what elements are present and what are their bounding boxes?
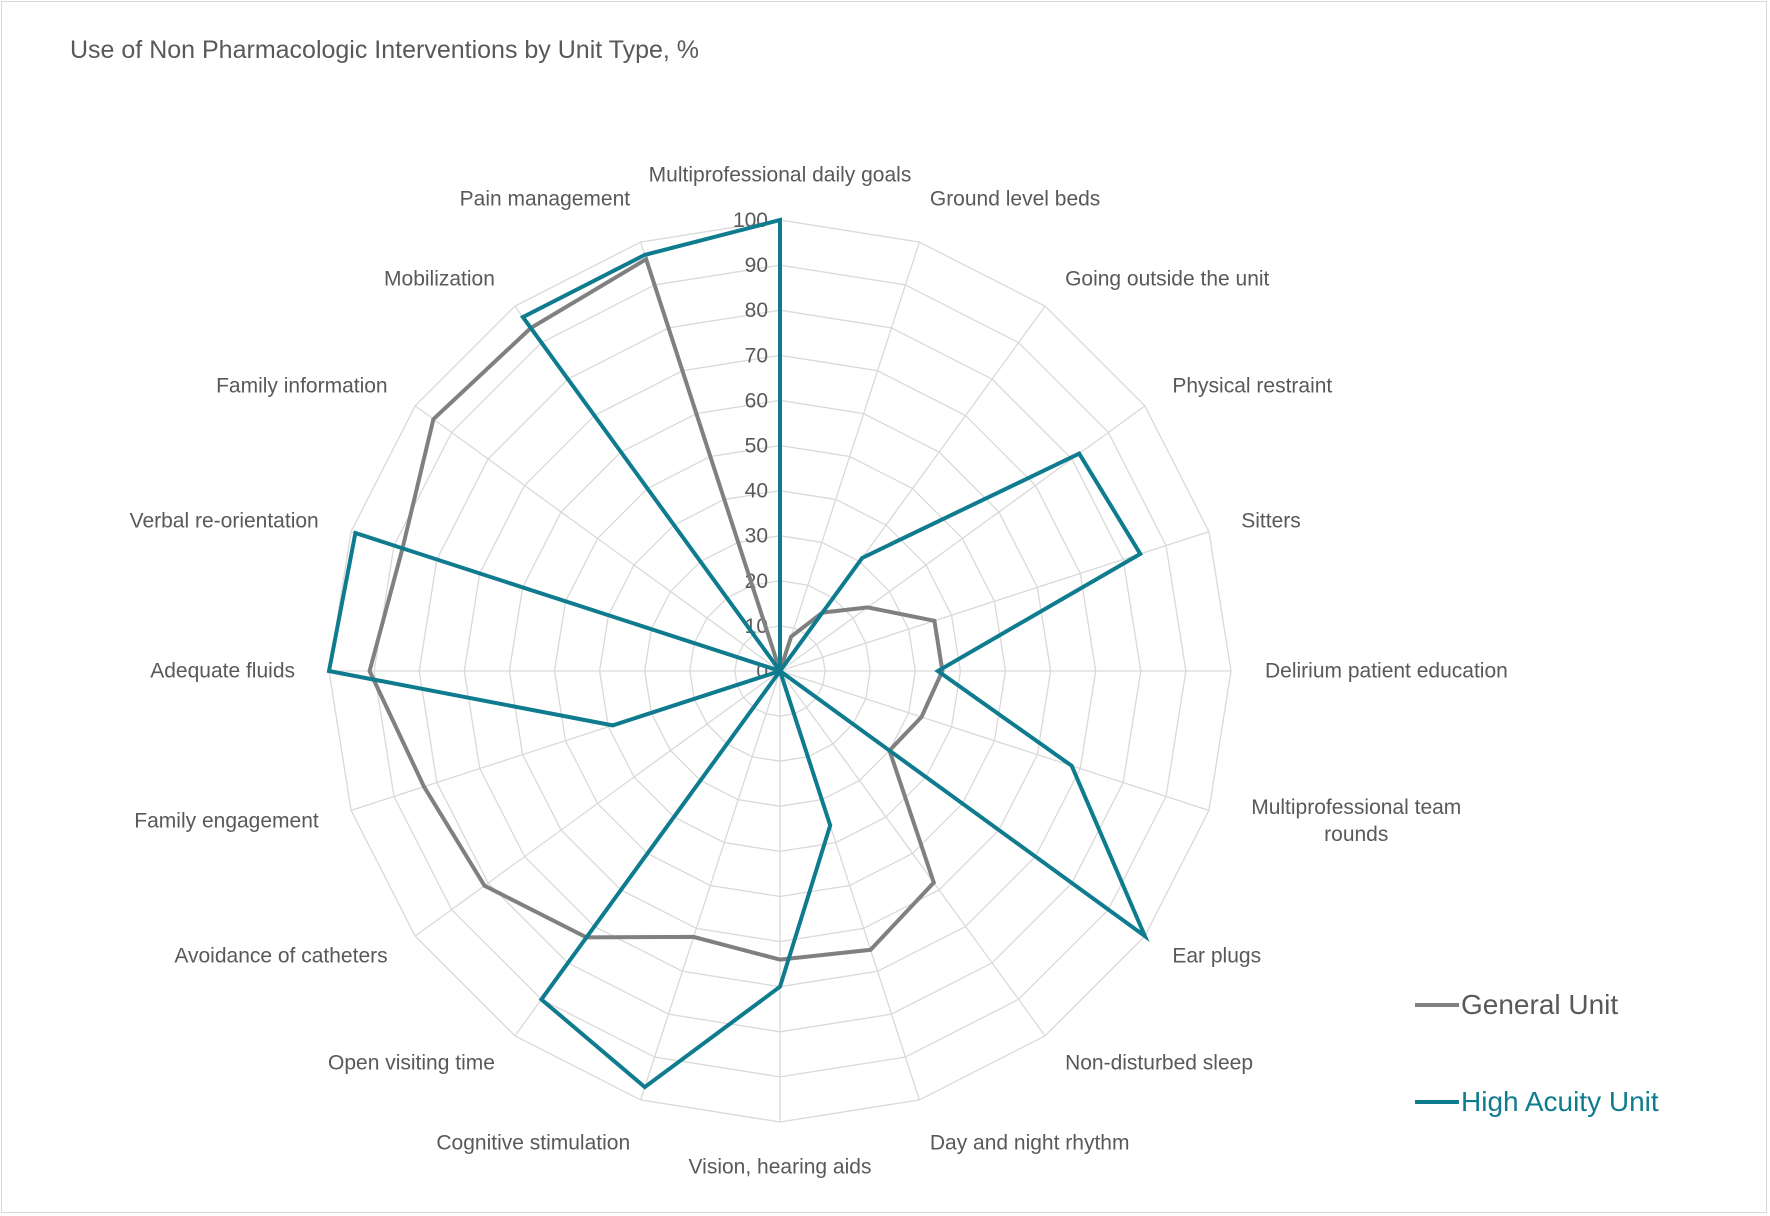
legend-label-high-acuity-unit: High Acuity Unit [1461, 1086, 1659, 1117]
category-label-multiprofessional-team-rounds: Multiprofessional team rounds [1251, 795, 1462, 846]
grid-spoke [414, 670, 781, 937]
axis-tick-label: 80 [745, 299, 768, 322]
category-label-ear-plugs: Ear plugs [1172, 944, 1262, 968]
category-label-family-information: Family information [216, 374, 388, 398]
axis-tick-label: 0 [756, 660, 768, 683]
axis-tick-label: 40 [745, 480, 768, 503]
radar-grid [328, 219, 1232, 1123]
series-line-high-acuity-unit [326, 217, 1150, 1090]
category-label-day-and-night-rhythm: Day and night rhythm [929, 1131, 1130, 1155]
category-label-pain-management: Pain management [459, 187, 631, 211]
grid-spoke [779, 670, 1210, 811]
category-label-going-outside-the-unit: Going outside the unit [1065, 267, 1270, 291]
category-label-open-visiting-time: Open visiting time [328, 1051, 495, 1075]
category-label-non-disturbed-sleep: Non-disturbed sleep [1065, 1051, 1254, 1075]
legend-item-general-unit: General Unit [1415, 985, 1618, 1025]
category-label-mobilization: Mobilization [384, 267, 495, 291]
grid-spoke [779, 405, 1146, 672]
legend-swatch-general-unit [1415, 1003, 1459, 1007]
axis-tick-label: 70 [745, 344, 768, 367]
chart-title: Use of Non Pharmacologic Interventions b… [70, 36, 700, 64]
radar-series [326, 217, 1150, 1090]
legend-swatch-high-acuity-unit [1415, 1100, 1459, 1104]
category-label-family-engagement: Family engagement [134, 809, 319, 833]
grid-spoke [414, 405, 781, 672]
legend-item-high-acuity-unit: High Acuity Unit [1415, 1082, 1659, 1122]
category-label-vision-hearing-aids: Vision, hearing aids [688, 1155, 872, 1179]
axis-tick-label: 90 [745, 254, 768, 277]
category-label-physical-restraint: Physical restraint [1172, 374, 1333, 398]
grid-spoke [779, 241, 920, 672]
category-label-delirium-patient-education: Delirium patient education [1265, 659, 1508, 683]
series-line-general-unit [367, 256, 945, 962]
category-label-cognitive-stimulation: Cognitive stimulation [436, 1131, 631, 1155]
category-label-multiprofessional-daily-goals: Multiprofessional daily goals [648, 163, 912, 187]
category-label-adequate-fluids: Adequate fluids [150, 659, 295, 683]
grid-spoke [779, 531, 1210, 672]
category-label-verbal-re-orientation: Verbal re-orientation [129, 509, 319, 533]
axis-tick-label: 50 [745, 435, 768, 458]
category-label-sitters: Sitters [1241, 509, 1301, 533]
grid-spoke [779, 670, 1046, 1037]
axis-tick-label: 30 [745, 525, 768, 548]
category-label-avoidance-of-catheters: Avoidance of catheters [174, 944, 388, 968]
grid-spoke [640, 670, 781, 1101]
axis-tick-label: 60 [745, 389, 768, 412]
category-label-ground-level-beds: Ground level beds [929, 187, 1101, 211]
legend-label-general-unit: General Unit [1461, 989, 1619, 1020]
